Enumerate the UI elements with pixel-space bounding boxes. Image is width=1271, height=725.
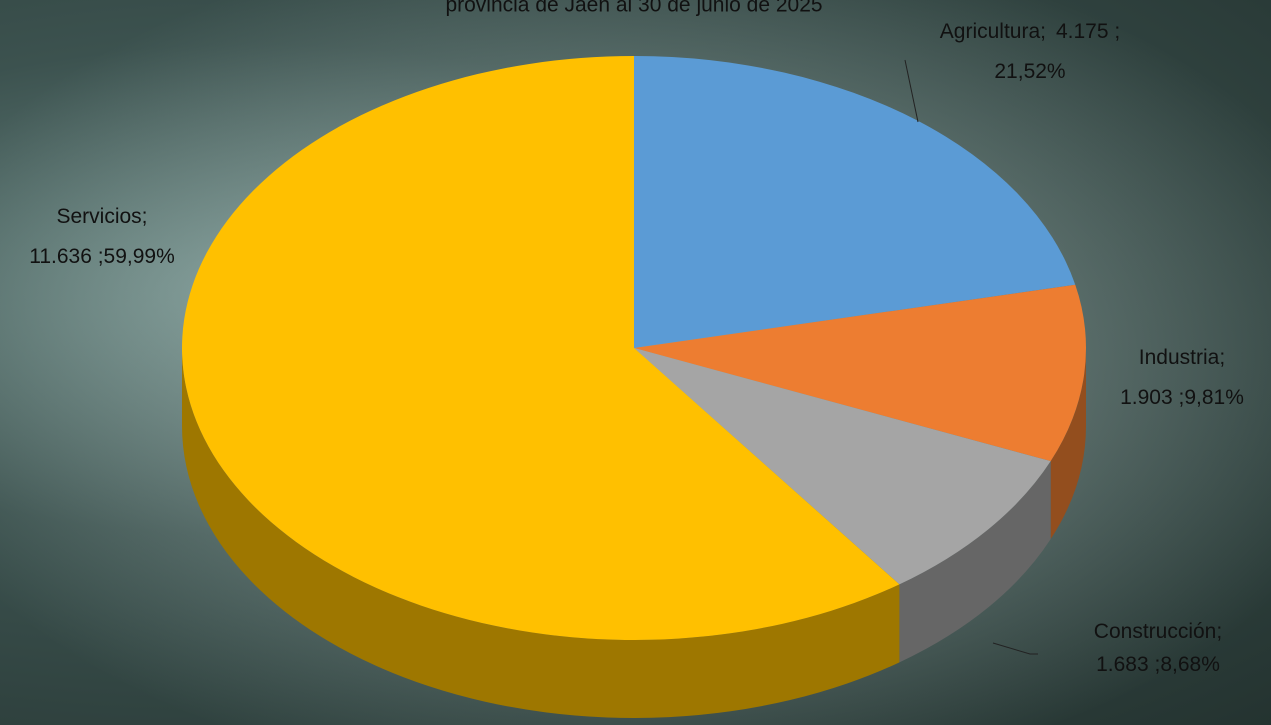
percent-label: 59,99%	[104, 245, 175, 268]
leader-line	[992, 642, 1038, 655]
value-label: 11.636 ;	[29, 245, 103, 268]
category-label: Servicios;	[56, 205, 147, 228]
data-label: 11.636 ;59,99%	[29, 245, 175, 268]
category-label: Industria;	[1139, 346, 1225, 369]
slice-side	[899, 461, 1051, 663]
data-label: Servicios;	[56, 205, 147, 228]
category-label: Construcción;	[1094, 620, 1222, 643]
slice-side	[1050, 348, 1086, 540]
data-label: Agricultura; 4.175 ;	[940, 20, 1120, 43]
leader-line	[904, 59, 919, 123]
slice	[634, 348, 1051, 585]
slice	[181, 56, 900, 640]
percent-label: 9,81%	[1184, 386, 1244, 409]
slice-side	[182, 348, 900, 718]
data-label: 21,52%	[994, 60, 1065, 83]
data-label: 1.683 ;8,68%	[1096, 653, 1220, 676]
slice	[634, 56, 1076, 348]
value-label: 1.683 ;	[1096, 653, 1160, 676]
percent-label: 8,68%	[1160, 653, 1220, 676]
value-label: 4.175 ;	[1056, 20, 1120, 43]
percent-label: 21,52%	[994, 60, 1065, 83]
data-label: Industria;	[1139, 346, 1225, 369]
category-label: Agricultura;	[940, 20, 1046, 43]
slice	[634, 284, 1086, 462]
data-label: Construcción;	[1094, 620, 1222, 643]
chart-title: provincia de Jaén al 30 de junio de 2025	[445, 0, 822, 17]
data-label: 1.903 ;9,81%	[1120, 386, 1244, 409]
value-label: 1.903 ;	[1120, 386, 1184, 409]
